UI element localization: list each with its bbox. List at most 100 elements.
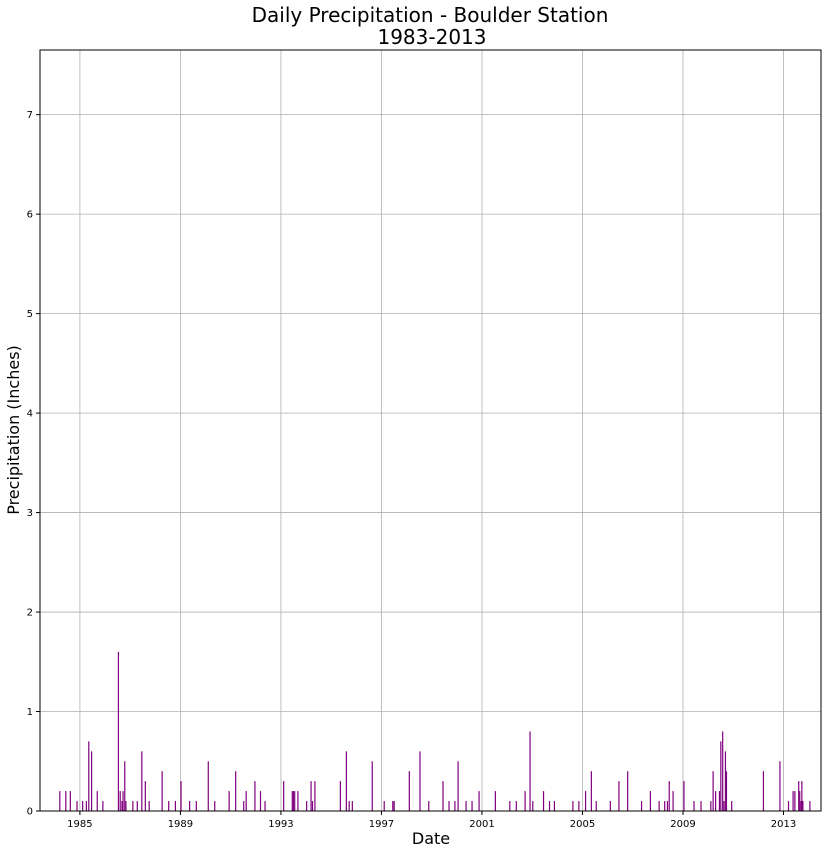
precip-bar <box>801 781 803 811</box>
precip-bar <box>91 751 93 811</box>
precip-bar <box>88 741 90 811</box>
y-tick-label: 2 <box>27 608 33 619</box>
precip-bar <box>494 791 496 811</box>
precip-bar <box>672 791 674 811</box>
precip-bar <box>348 801 350 811</box>
precip-bar <box>693 801 695 811</box>
bar-series <box>59 651 811 811</box>
precip-bar <box>640 801 643 811</box>
precip-bar <box>787 801 790 811</box>
precip-bar <box>798 781 800 811</box>
precip-bar <box>529 731 531 811</box>
y-tick-label: 0 <box>27 807 33 818</box>
y-axis-ticks: 0 1 2 3 4 5 6 7 <box>27 110 40 818</box>
precip-bar <box>235 771 237 811</box>
chart-title-line2: 1983-2013 <box>377 25 486 49</box>
precip-bar <box>471 801 473 811</box>
precip-bar <box>125 801 127 811</box>
precip-bar <box>802 801 804 811</box>
precip-bar <box>228 791 230 811</box>
precip-bar <box>245 791 247 811</box>
precip-bar <box>259 791 262 811</box>
x-tick-label: 1997 <box>369 819 394 830</box>
precip-bar <box>351 801 353 811</box>
precip-bar <box>428 801 430 811</box>
precip-bar <box>542 791 545 811</box>
precip-bar <box>590 771 592 811</box>
precip-bar <box>779 761 781 811</box>
precip-bar <box>339 781 341 811</box>
precip-bar <box>294 791 296 811</box>
y-tick-label: 6 <box>27 210 33 221</box>
precip-bar <box>195 801 197 811</box>
precip-bar <box>132 801 134 811</box>
precip-bar <box>96 791 98 811</box>
precip-bar <box>168 801 170 811</box>
precip-bar <box>724 751 727 811</box>
precip-bar <box>572 801 574 811</box>
y-axis-label: Precipitation (Inches) <box>4 345 23 515</box>
precip-bar <box>664 801 666 811</box>
precip-bar <box>254 781 256 811</box>
precip-bar <box>457 761 459 811</box>
chart-title-line1: Daily Precipitation - Boulder Station <box>252 3 609 27</box>
precip-bar <box>800 801 802 811</box>
precip-bar <box>392 801 394 811</box>
precip-bar <box>144 781 146 811</box>
precip-bar <box>666 801 669 811</box>
precip-bar <box>207 761 209 811</box>
precip-bar <box>291 791 293 811</box>
precip-bar <box>243 801 245 811</box>
precip-bar <box>124 761 126 811</box>
precip-bar <box>649 791 651 811</box>
precip-bar <box>448 801 450 811</box>
precip-bar <box>85 801 87 811</box>
precip-bar <box>292 791 294 811</box>
precip-bar <box>658 801 660 811</box>
precip-bar <box>136 801 138 811</box>
precip-bar <box>148 801 150 811</box>
precip-bar <box>419 751 421 811</box>
precip-bar <box>723 801 725 811</box>
precip-bar <box>792 791 794 811</box>
precip-bar <box>371 761 373 811</box>
precip-bar <box>59 791 61 811</box>
x-tick-label: 1989 <box>168 819 193 830</box>
precip-bar <box>618 781 620 811</box>
precip-bar <box>710 801 712 811</box>
precip-bar <box>174 801 176 811</box>
x-tick-label: 2013 <box>771 819 796 830</box>
precip-bar <box>283 781 285 811</box>
precip-bar <box>627 771 629 811</box>
precip-bar <box>794 791 796 811</box>
precip-bar <box>509 801 511 811</box>
precip-bar <box>117 651 120 811</box>
precip-bar <box>548 801 551 811</box>
precip-bar <box>264 801 266 811</box>
y-tick-label: 5 <box>27 309 33 320</box>
precip-bar <box>725 771 728 811</box>
precip-bar <box>119 791 121 811</box>
precip-bar <box>76 801 78 811</box>
y-tick-label: 7 <box>27 110 33 121</box>
precip-bar <box>578 801 580 811</box>
precip-bar <box>141 751 143 811</box>
precip-bar <box>524 791 526 811</box>
precip-bar <box>314 781 316 811</box>
precip-bar <box>345 751 347 811</box>
precip-bar <box>718 791 721 811</box>
precip-bar <box>161 771 163 811</box>
precip-bar <box>715 791 717 811</box>
x-tick-label: 2001 <box>469 819 494 830</box>
precip-bar <box>306 801 308 811</box>
precip-bar <box>720 741 722 811</box>
precip-bar <box>180 781 182 811</box>
precip-bar <box>121 801 123 811</box>
precip-bar <box>584 791 587 811</box>
precip-bar <box>297 791 299 811</box>
precip-bar <box>82 801 84 811</box>
precip-bar <box>532 801 534 811</box>
precip-bar <box>65 791 67 811</box>
precip-bar <box>69 791 71 811</box>
